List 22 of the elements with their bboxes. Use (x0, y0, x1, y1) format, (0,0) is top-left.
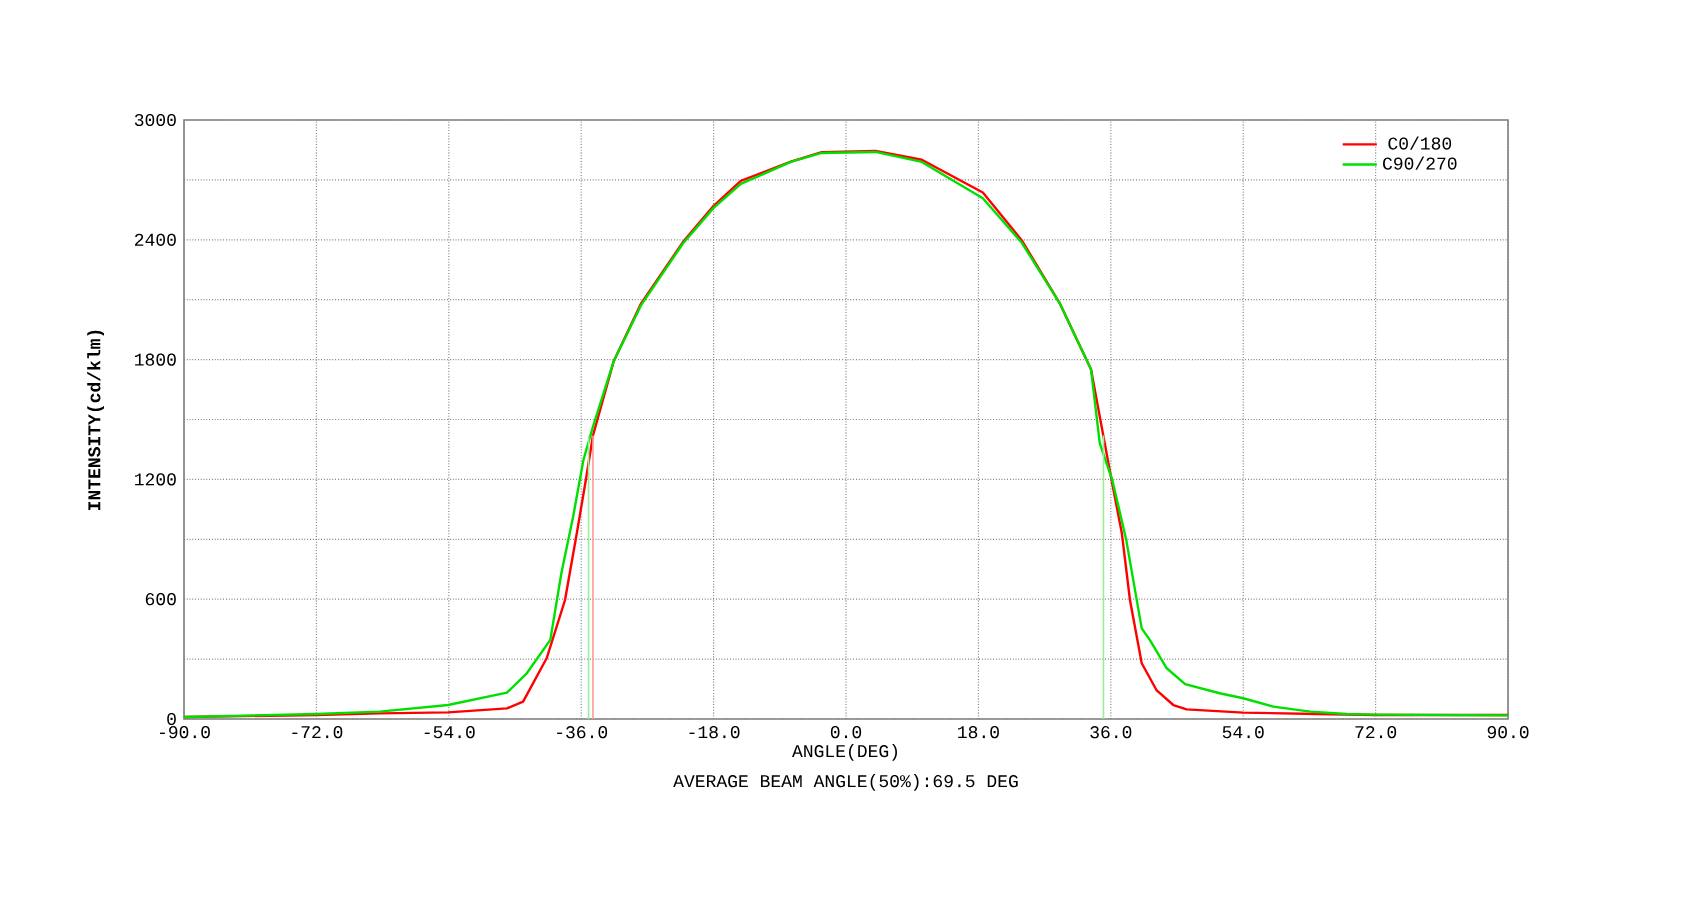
x-tick-label: 0.0 (830, 726, 862, 739)
x-tick-label: 54.0 (1222, 726, 1264, 739)
x-tick-label: 90.0 (1487, 726, 1529, 739)
y-tick-label: 1200 (135, 473, 176, 486)
y-tick-label: 2400 (134, 233, 176, 246)
x-tick-label: -90.0 (159, 726, 210, 739)
x-tick-label: -54.0 (424, 726, 475, 739)
x-axis-title: ANGLE(DEG) (792, 744, 897, 761)
x-tick-label: -36.0 (557, 726, 608, 739)
x-tick-label: -72.0 (292, 726, 343, 739)
y-tick-label: 3000 (134, 113, 176, 127)
x-tick-label: -18.0 (689, 726, 740, 739)
x-tick-label: 72.0 (1355, 726, 1397, 739)
x-tick-label: 36.0 (1090, 726, 1132, 739)
legend-label: C0/180 (1388, 136, 1452, 150)
text: AVERAGE BEAM ANGLE(50%):69.5 DEG (673, 774, 1018, 791)
y-tick-label: 0 (167, 712, 176, 726)
y-tick-label: 1800 (135, 353, 176, 366)
y-tick-label: 600 (145, 593, 176, 606)
legend-label: C90/270 (1383, 156, 1457, 170)
x-tick-label: 18.0 (958, 726, 999, 739)
y-axis-title: INTENSITY(cd/klm) (87, 330, 104, 510)
